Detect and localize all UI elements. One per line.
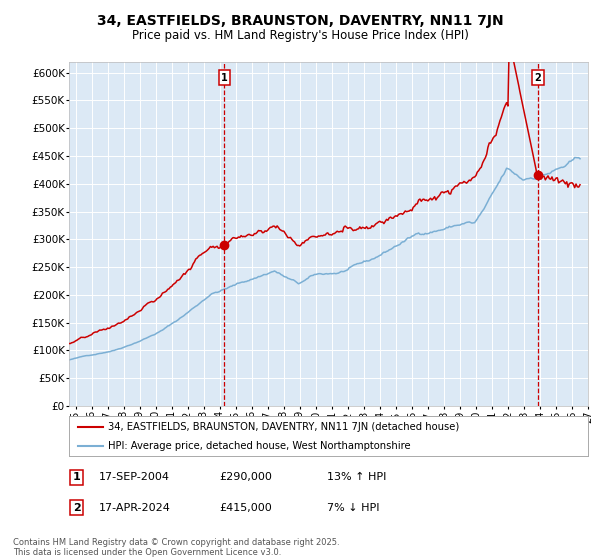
- Text: 17-SEP-2004: 17-SEP-2004: [99, 472, 170, 482]
- Text: 2: 2: [535, 73, 541, 83]
- Text: 1: 1: [73, 472, 80, 482]
- Text: 17-APR-2024: 17-APR-2024: [99, 503, 171, 513]
- Text: 7% ↓ HPI: 7% ↓ HPI: [327, 503, 380, 513]
- Text: 2: 2: [73, 503, 80, 513]
- Text: £415,000: £415,000: [219, 503, 272, 513]
- Text: 13% ↑ HPI: 13% ↑ HPI: [327, 472, 386, 482]
- Text: £290,000: £290,000: [219, 472, 272, 482]
- Text: 1: 1: [221, 73, 228, 83]
- Text: 34, EASTFIELDS, BRAUNSTON, DAVENTRY, NN11 7JN: 34, EASTFIELDS, BRAUNSTON, DAVENTRY, NN1…: [97, 14, 503, 28]
- Text: Price paid vs. HM Land Registry's House Price Index (HPI): Price paid vs. HM Land Registry's House …: [131, 29, 469, 42]
- Text: 34, EASTFIELDS, BRAUNSTON, DAVENTRY, NN11 7JN (detached house): 34, EASTFIELDS, BRAUNSTON, DAVENTRY, NN1…: [108, 422, 459, 432]
- Text: Contains HM Land Registry data © Crown copyright and database right 2025.
This d: Contains HM Land Registry data © Crown c…: [13, 538, 340, 557]
- Text: HPI: Average price, detached house, West Northamptonshire: HPI: Average price, detached house, West…: [108, 441, 410, 450]
